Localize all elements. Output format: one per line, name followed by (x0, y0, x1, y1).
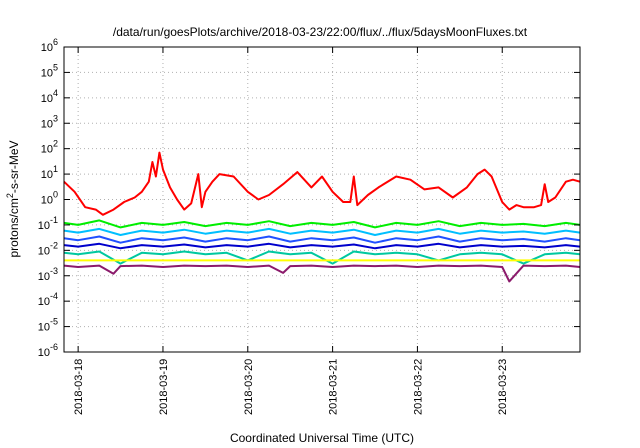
y-tick-label: 10-2 (38, 240, 58, 257)
y-tick-label: 10-3 (38, 266, 58, 283)
series-line-1 (63, 219, 581, 229)
series-line-7 (63, 264, 581, 283)
y-tick-label: 100 (41, 190, 58, 207)
y-tick-label: 10-1 (38, 215, 58, 232)
y-tick-label: 102 (41, 139, 58, 156)
x-tick-label: 2018-03-18 (73, 359, 85, 415)
x-tick-label: 2018-03-23 (497, 359, 509, 415)
x-tick-label: 2018-03-19 (158, 359, 170, 415)
y-tick-label: 104 (41, 88, 58, 105)
y-axis: 10-6 10-5 10-4 10-3 10-2 10-1 100 101 102 103 104 1… (38, 37, 580, 359)
y-tick-label: 101 (41, 164, 58, 181)
y-tick-label: 10-4 (38, 291, 58, 308)
y-tick-label: 10-6 (38, 342, 58, 359)
series-line-3 (63, 235, 581, 244)
y-tick-label: 103 (41, 113, 58, 130)
y-tick-label: 10-5 (38, 317, 58, 334)
y-tick-label: 106 (41, 37, 58, 54)
chart-title: /data/run/goesPlots/archive/2018-03-23/2… (113, 25, 528, 39)
x-axis: 2018-03-18 2018-03-19 2018-03-20 2018-03-21… (73, 47, 509, 415)
y-axis-label: protons/cm2-s-sr-MeV (5, 140, 21, 257)
y-tick-label: 105 (41, 62, 58, 79)
series-line-4 (63, 242, 581, 250)
grid (64, 47, 580, 352)
series-group (63, 151, 581, 283)
series-line-2 (63, 227, 581, 236)
series-line-0 (63, 151, 581, 216)
x-tick-label: 2018-03-21 (328, 359, 340, 415)
series-line-5 (63, 250, 581, 265)
x-tick-label: 2018-03-20 (243, 359, 255, 415)
x-axis-label: Coordinated Universal Time (UTC) (230, 431, 414, 445)
x-tick-label: 2018-03-22 (412, 359, 424, 415)
